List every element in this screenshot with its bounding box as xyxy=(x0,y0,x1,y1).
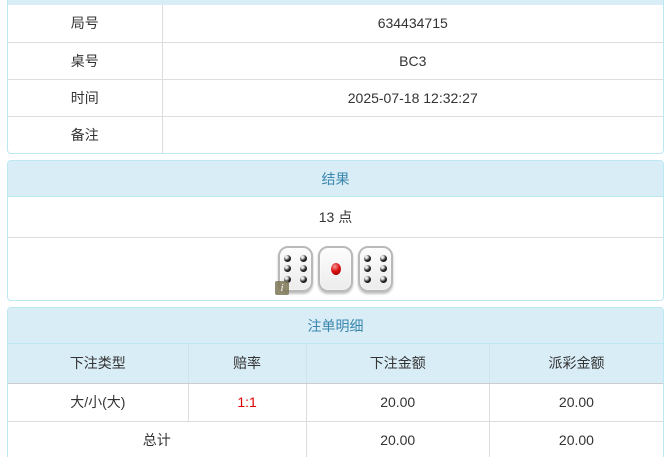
col-header-bet-amount: 下注金额 xyxy=(306,344,490,384)
black-pip xyxy=(284,276,292,284)
table-header-row: 下注类型 赔率 下注金额 派彩金额 xyxy=(8,344,663,384)
total-bet-amount: 20.00 xyxy=(306,421,490,457)
table-row: 时间 2025-07-18 12:32:27 xyxy=(8,79,663,117)
bet-details-title: 注单明细 xyxy=(8,308,663,344)
game-info-table: 局号 634434715 桌号 BC3 时间 2025-07-18 12:32:… xyxy=(8,5,663,153)
total-payout-amount: 20.00 xyxy=(558,432,594,449)
bet-type-value: 大/小(大) xyxy=(8,383,189,422)
black-pip xyxy=(299,254,307,262)
payout-amount-value: 20.00 xyxy=(489,383,663,422)
col-header-payout-amount: 派彩金额 xyxy=(489,344,663,384)
black-pip xyxy=(379,276,387,284)
game-info-panel: 局号 634434715 桌号 BC3 时间 2025-07-18 12:32:… xyxy=(7,5,664,154)
remark-label: 备注 xyxy=(8,116,163,153)
time-label: 时间 xyxy=(8,79,163,117)
total-label: 总计 xyxy=(8,421,307,457)
black-pip xyxy=(379,265,387,273)
odds-value: 1:1 xyxy=(188,383,307,422)
table-number-label: 桌号 xyxy=(8,42,163,80)
black-pip xyxy=(364,276,372,284)
die-face-icon xyxy=(318,246,353,292)
die-face-icon xyxy=(358,246,393,292)
bet-details-table: 下注类型 赔率 下注金额 派彩金额 大/小(大) 1:1 20.00 20.00… xyxy=(8,344,663,457)
bet-amount-value: 20.00 xyxy=(306,383,490,422)
bet-details-panel: 注单明细 下注类型 赔率 下注金额 派彩金额 大/小(大) 1:1 20.00 … xyxy=(7,307,664,457)
remark-value xyxy=(162,116,663,153)
cutoff-heading-strip xyxy=(7,0,664,5)
die-3-value-6 xyxy=(358,246,393,292)
result-points: 13 点 xyxy=(8,197,663,238)
round-number-value: 634434715 xyxy=(162,5,663,43)
black-pip xyxy=(299,276,307,284)
black-pip xyxy=(364,265,372,273)
time-value: 2025-07-18 12:32:27 xyxy=(162,79,663,117)
table-number-value: BC3 xyxy=(162,42,663,80)
black-pip xyxy=(364,254,372,262)
die-1-value-6: i xyxy=(275,246,313,295)
table-row: 大/小(大) 1:1 20.00 20.00 xyxy=(8,383,663,422)
col-header-odds: 赔率 xyxy=(188,344,307,384)
round-number-label: 局号 xyxy=(8,5,163,43)
black-pip xyxy=(299,265,307,273)
black-pip xyxy=(379,254,387,262)
dice-row: i xyxy=(8,238,663,300)
result-panel-title: 结果 xyxy=(8,161,663,197)
info-badge-icon[interactable]: i xyxy=(275,281,289,295)
col-header-bet-type: 下注类型 xyxy=(8,344,189,384)
table-row: 备注 xyxy=(8,116,663,153)
black-pip xyxy=(284,254,292,262)
die-2-value-1 xyxy=(318,246,353,292)
red-pip xyxy=(330,263,341,275)
total-row: 总计 20.00 20.00 xyxy=(8,421,663,457)
result-panel: 结果 13 点 i xyxy=(7,160,664,301)
black-pip xyxy=(284,265,292,273)
table-row: 局号 634434715 xyxy=(8,5,663,43)
table-row: 桌号 BC3 xyxy=(8,42,663,80)
